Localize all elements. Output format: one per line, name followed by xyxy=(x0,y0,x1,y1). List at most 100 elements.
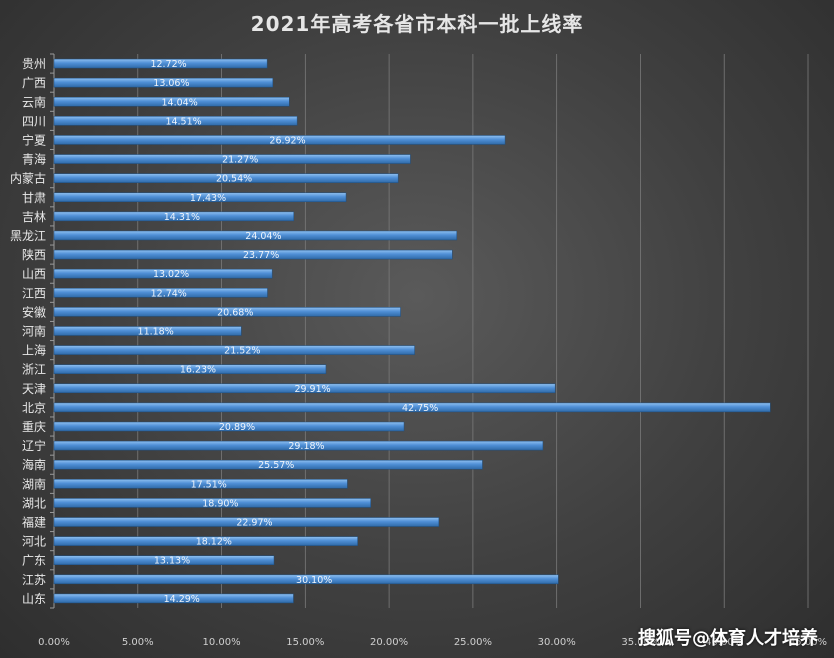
category-label: 河南 xyxy=(22,324,46,339)
data-label: 18.90% xyxy=(202,498,238,509)
category-label: 河北 xyxy=(22,535,46,549)
bar xyxy=(53,440,544,451)
data-label: 13.13% xyxy=(154,556,190,567)
bar xyxy=(53,192,347,203)
category-label: 江西 xyxy=(22,286,46,300)
x-tick-label: 0.00% xyxy=(38,637,70,648)
bar xyxy=(53,479,348,489)
bar xyxy=(53,326,242,336)
data-label: 25.57% xyxy=(258,460,294,471)
category-label: 海南 xyxy=(22,457,46,472)
data-label: 14.31% xyxy=(164,212,200,223)
category-label: 吉林 xyxy=(22,210,46,224)
data-label: 29.18% xyxy=(288,441,324,452)
data-label: 24.04% xyxy=(245,231,281,242)
category-label: 甘肃 xyxy=(22,191,46,205)
x-tick-label: 20.00% xyxy=(370,637,408,648)
category-label: 浙江 xyxy=(22,363,46,377)
category-label: 陕西 xyxy=(22,247,46,262)
category-label: 黑龙江 xyxy=(10,229,46,243)
data-label: 21.27% xyxy=(222,155,258,166)
data-label: 17.51% xyxy=(191,479,227,490)
category-label: 湖北 xyxy=(22,495,46,510)
bar xyxy=(53,421,405,432)
category-label: 安徽 xyxy=(22,304,46,319)
category-label: 青海 xyxy=(22,152,46,167)
x-tick-label: 40.00% xyxy=(705,637,743,648)
x-tick-label: 35.00% xyxy=(621,637,659,648)
bar xyxy=(53,574,559,585)
data-label: 12.74% xyxy=(151,288,187,299)
data-label: 13.06% xyxy=(153,78,189,89)
data-label: 23.77% xyxy=(243,250,279,261)
category-label: 四川 xyxy=(22,114,46,128)
category-label: 内蒙古 xyxy=(10,171,46,186)
bar xyxy=(53,555,275,565)
x-tick-label: 15.00% xyxy=(286,637,324,648)
x-tick-label: 5.00% xyxy=(122,637,154,648)
data-label: 18.12% xyxy=(196,537,232,548)
bar xyxy=(53,116,298,126)
category-label: 天津 xyxy=(22,382,46,396)
bar xyxy=(53,498,371,508)
category-label: 山西 xyxy=(22,267,46,281)
chart-title: 2021年高考各省市本科一批上线率 xyxy=(250,12,584,36)
data-label: 14.51% xyxy=(165,116,201,127)
data-label: 29.91% xyxy=(294,384,330,395)
bar xyxy=(53,173,399,183)
data-label: 14.29% xyxy=(164,594,200,605)
category-label: 北京 xyxy=(22,401,46,415)
category-label: 云南 xyxy=(22,94,46,109)
bar xyxy=(53,97,290,107)
bar xyxy=(53,211,295,222)
bar xyxy=(53,307,401,317)
x-tick-label: 25.00% xyxy=(454,637,492,648)
data-label: 16.23% xyxy=(180,365,216,376)
x-tick-label: 10.00% xyxy=(202,637,240,648)
data-label: 11.18% xyxy=(138,327,174,338)
data-label: 12.72% xyxy=(150,59,186,70)
category-label: 广东 xyxy=(22,554,46,568)
data-label: 42.75% xyxy=(402,403,438,414)
data-label: 22.97% xyxy=(236,518,272,529)
category-label: 江苏 xyxy=(22,573,46,587)
x-tick-label: 45.00% xyxy=(789,637,827,648)
bar xyxy=(53,459,483,470)
bar xyxy=(53,402,771,413)
category-label: 湖南 xyxy=(22,476,46,491)
category-label: 贵州 xyxy=(22,57,46,71)
data-label: 13.02% xyxy=(153,269,189,280)
data-label: 26.92% xyxy=(269,135,305,146)
bar xyxy=(53,383,556,394)
x-tick-label: 30.00% xyxy=(538,637,576,648)
bar xyxy=(53,593,294,604)
data-label: 20.68% xyxy=(217,307,253,318)
bar xyxy=(53,135,506,145)
bar xyxy=(53,364,327,374)
bar xyxy=(53,154,411,164)
bar xyxy=(53,536,358,546)
bar xyxy=(53,268,273,279)
data-label: 14.04% xyxy=(162,97,198,108)
bar xyxy=(53,58,268,69)
data-label: 21.52% xyxy=(224,346,260,357)
bar xyxy=(53,230,458,241)
data-label: 20.54% xyxy=(216,174,252,185)
watermark: 搜狐号@体育人才培养 xyxy=(638,628,818,649)
category-label: 福建 xyxy=(22,515,46,530)
data-label: 17.43% xyxy=(190,193,226,204)
bar xyxy=(53,77,274,88)
bar xyxy=(53,249,453,260)
data-label: 20.89% xyxy=(219,422,255,433)
category-label: 重庆 xyxy=(22,420,46,434)
data-label: 30.10% xyxy=(296,575,332,586)
category-label: 上海 xyxy=(22,343,46,358)
bar xyxy=(53,517,440,527)
category-label: 宁夏 xyxy=(22,132,46,147)
category-label: 辽宁 xyxy=(22,438,46,453)
bar xyxy=(53,345,415,355)
bar xyxy=(53,288,268,298)
category-label: 广西 xyxy=(22,76,46,90)
category-label: 山东 xyxy=(22,592,46,606)
